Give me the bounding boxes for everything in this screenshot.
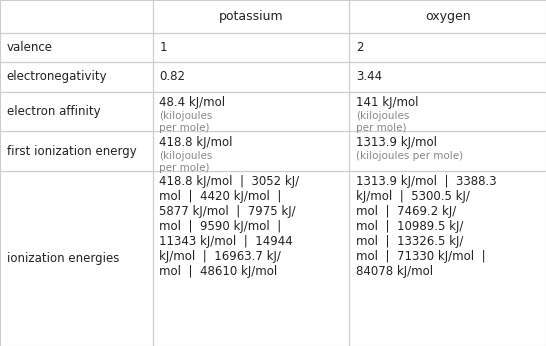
Text: (kilojoules
per mole): (kilojoules per mole) — [159, 151, 213, 173]
Bar — [349, 171, 546, 346]
Bar — [349, 0, 546, 33]
Bar — [349, 62, 546, 92]
Text: electronegativity: electronegativity — [7, 71, 107, 83]
Text: 418.8 kJ/mol  |  3052 kJ/
mol  |  4420 kJ/mol  |
5877 kJ/mol  |  7975 kJ/
mol  |: 418.8 kJ/mol | 3052 kJ/ mol | 4420 kJ/mo… — [159, 175, 300, 279]
Bar — [0, 62, 153, 92]
Bar — [349, 33, 546, 62]
Text: ionization energies: ionization energies — [7, 252, 119, 265]
Text: 2: 2 — [356, 41, 364, 54]
Bar — [153, 131, 349, 171]
Text: electron affinity: electron affinity — [7, 105, 100, 118]
Bar — [153, 92, 349, 131]
Text: oxygen: oxygen — [425, 10, 471, 23]
Bar — [0, 92, 153, 131]
Text: 1: 1 — [159, 41, 167, 54]
Bar — [349, 92, 546, 131]
Text: potassium: potassium — [219, 10, 283, 23]
Text: 1313.9 kJ/mol  |  3388.3
kJ/mol  |  5300.5 kJ/
mol  |  7469.2 kJ/
mol  |  10989.: 1313.9 kJ/mol | 3388.3 kJ/mol | 5300.5 k… — [356, 175, 497, 279]
Bar — [0, 131, 153, 171]
Text: (kilojoules
per mole): (kilojoules per mole) — [159, 111, 213, 133]
Text: 0.82: 0.82 — [159, 71, 186, 83]
Text: 48.4 kJ/mol: 48.4 kJ/mol — [159, 96, 225, 109]
Text: 1313.9 kJ/mol: 1313.9 kJ/mol — [356, 136, 437, 149]
Bar — [153, 62, 349, 92]
Text: valence: valence — [7, 41, 52, 54]
Text: (kilojoules
per mole): (kilojoules per mole) — [356, 111, 410, 133]
Text: 3.44: 3.44 — [356, 71, 382, 83]
Bar — [153, 0, 349, 33]
Text: 418.8 kJ/mol: 418.8 kJ/mol — [159, 136, 233, 149]
Bar — [153, 33, 349, 62]
Bar — [0, 171, 153, 346]
Bar — [349, 131, 546, 171]
Bar — [0, 33, 153, 62]
Bar — [0, 0, 153, 33]
Bar — [153, 171, 349, 346]
Text: 141 kJ/mol: 141 kJ/mol — [356, 96, 418, 109]
Text: (kilojoules per mole): (kilojoules per mole) — [356, 151, 463, 161]
Text: first ionization energy: first ionization energy — [7, 145, 136, 158]
